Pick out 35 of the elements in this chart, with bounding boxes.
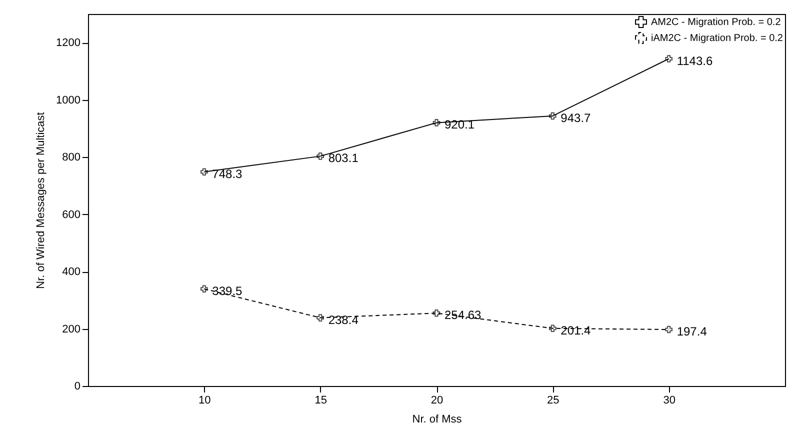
- point: [316, 314, 324, 322]
- y-tick-label: 1200: [56, 37, 80, 50]
- legend-label: AM2C - Migration Prob. = 0.2: [651, 17, 782, 28]
- data-label: 803.1: [328, 151, 359, 166]
- point: [200, 285, 208, 293]
- point: [549, 112, 556, 120]
- y-tick-label: 200: [62, 323, 80, 336]
- data-label: 748.3: [212, 166, 243, 181]
- x-tick-label: 15: [314, 394, 327, 406]
- x-axis-title: Nr. of Mss: [412, 414, 462, 424]
- data-label: 201.4: [560, 323, 592, 338]
- y-tick-label: 1000: [56, 94, 80, 106]
- point: [432, 309, 440, 317]
- x-tick-label: 10: [198, 394, 211, 406]
- data-label: 943.7: [560, 110, 592, 125]
- point: [316, 152, 324, 160]
- data-label: 254.63: [444, 308, 482, 322]
- point: [432, 119, 440, 126]
- point: [200, 168, 208, 176]
- y-tick-label: 0: [74, 380, 80, 392]
- y-axis-title: Nr. of Wired Messages per Multicast: [35, 112, 48, 289]
- data-label: 197.4: [676, 324, 708, 339]
- point: [549, 324, 556, 332]
- data-label: 238.4: [328, 312, 359, 327]
- point: [665, 55, 672, 62]
- x-tick-label: 30: [663, 394, 676, 406]
- legend-label: iAM2C - Migration Prob. = 0.2: [651, 33, 784, 44]
- data-label: 1143.6: [676, 54, 713, 68]
- y-tick-label: 400: [62, 266, 80, 278]
- x-tick-label: 20: [430, 394, 444, 406]
- y-tick-label: 600: [62, 208, 80, 221]
- data-label: 339.5: [212, 284, 243, 298]
- y-tick-label: 800: [62, 152, 80, 164]
- x-tick-label: 25: [547, 394, 560, 406]
- point: [665, 326, 672, 334]
